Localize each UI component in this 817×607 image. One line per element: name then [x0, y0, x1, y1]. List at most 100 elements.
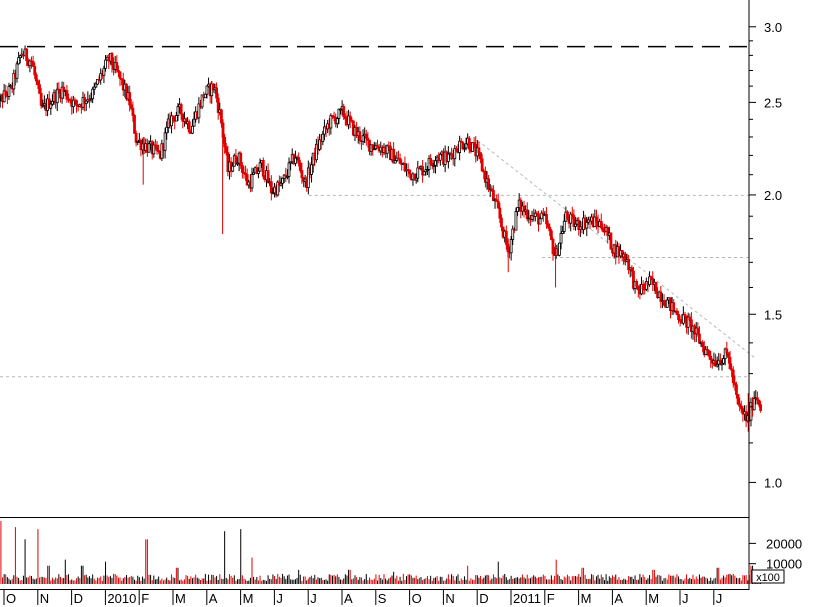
- candle-body: [335, 118, 339, 125]
- candle-body: [698, 333, 701, 344]
- candle-body: [558, 242, 561, 256]
- candle-body: [392, 148, 396, 164]
- candle-body: [252, 172, 256, 175]
- candle-body: [192, 118, 196, 127]
- candle-body: [686, 316, 690, 328]
- candle-body: [245, 174, 249, 186]
- candle-body: [540, 212, 544, 220]
- candle-body: [516, 207, 519, 212]
- candle-body: [438, 153, 442, 161]
- candle-body: [559, 232, 563, 244]
- candle-body: [749, 401, 753, 421]
- candle-body: [533, 212, 537, 217]
- candle-body: [627, 259, 631, 271]
- candle-body: [216, 97, 220, 113]
- candle-body: [480, 158, 484, 172]
- candle-body: [718, 359, 722, 366]
- candle-body: [727, 352, 730, 358]
- candle-body: [458, 140, 462, 153]
- candle-body: [258, 162, 262, 172]
- candle-body: [733, 382, 737, 386]
- candle-body: [361, 135, 365, 143]
- candle-body: [337, 108, 341, 119]
- candle-body: [427, 158, 431, 170]
- candle-body: [165, 126, 169, 134]
- candle-body: [530, 215, 534, 220]
- candlestick-series: [0, 45, 763, 432]
- candle-body: [358, 131, 362, 141]
- candle-body: [104, 59, 107, 69]
- volume-unit-label: x100: [756, 572, 780, 584]
- candle-body: [298, 162, 302, 171]
- candle-body: [738, 403, 742, 407]
- candle-body: [171, 115, 175, 118]
- candle-body: [408, 169, 412, 175]
- date-label: S: [378, 591, 387, 606]
- candle-body: [461, 142, 465, 150]
- candle-body: [609, 232, 613, 250]
- candle-body: [603, 230, 606, 233]
- candle-body: [187, 121, 191, 133]
- candle-body: [279, 182, 283, 186]
- date-label: F: [141, 591, 149, 606]
- candle-body: [133, 114, 136, 134]
- date-label: J: [716, 591, 723, 606]
- candle-body: [429, 158, 433, 164]
- candle-body: [490, 188, 494, 191]
- candle-body: [434, 160, 437, 166]
- volume-series: [0, 521, 762, 584]
- candle-body: [688, 316, 692, 321]
- candle-body: [385, 145, 389, 154]
- candle-body: [269, 181, 273, 194]
- candle-body: [287, 162, 291, 177]
- candle-body: [595, 216, 598, 223]
- candle-body: [632, 270, 635, 289]
- candle-body: [205, 85, 209, 95]
- date-label: N: [40, 591, 49, 606]
- candle-body: [566, 211, 569, 219]
- date-label: O: [6, 591, 16, 606]
- candle-body: [266, 170, 270, 184]
- volume-axis-ticks: 20000 10000: [749, 536, 802, 572]
- candle-body: [343, 116, 347, 120]
- candle-body: [651, 278, 655, 285]
- candle-body: [606, 227, 610, 236]
- candle-body: [294, 157, 297, 164]
- candle-body: [371, 144, 375, 150]
- candle-body: [300, 170, 304, 179]
- candle-body: [92, 86, 96, 90]
- candle-body: [422, 171, 426, 176]
- candle-body: [170, 115, 173, 127]
- candle-body: [636, 285, 640, 291]
- candle-body: [514, 211, 518, 231]
- candle-body: [430, 162, 434, 166]
- candle-body: [723, 348, 727, 360]
- candle-body: [18, 55, 22, 59]
- candle-body: [33, 66, 37, 76]
- candle-body: [17, 57, 21, 65]
- candle-body: [541, 212, 545, 216]
- candle-body: [739, 405, 743, 410]
- candle-body: [720, 362, 724, 366]
- candle-body: [471, 142, 474, 152]
- volume-unit-box: x100: [751, 569, 785, 584]
- candle-body: [715, 363, 719, 367]
- candle-body: [28, 60, 32, 66]
- candle-body: [223, 136, 227, 148]
- candle-body: [683, 313, 687, 317]
- candle-body: [455, 148, 458, 152]
- candle-body: [211, 83, 215, 91]
- candle-body: [599, 221, 603, 229]
- candle-body: [94, 83, 98, 88]
- candle-body: [83, 97, 87, 105]
- candle-body: [736, 394, 740, 405]
- candle-body: [191, 125, 194, 134]
- date-axis-labels: O N D 2010 F M A M J J A S O N D 2011 F M A M J J: [3, 590, 723, 606]
- candle-body: [25, 48, 29, 61]
- candle-body: [306, 167, 310, 188]
- candle-body: [545, 214, 548, 225]
- candle-body: [548, 226, 552, 232]
- candle-body: [163, 132, 167, 151]
- candle-body: [472, 142, 476, 145]
